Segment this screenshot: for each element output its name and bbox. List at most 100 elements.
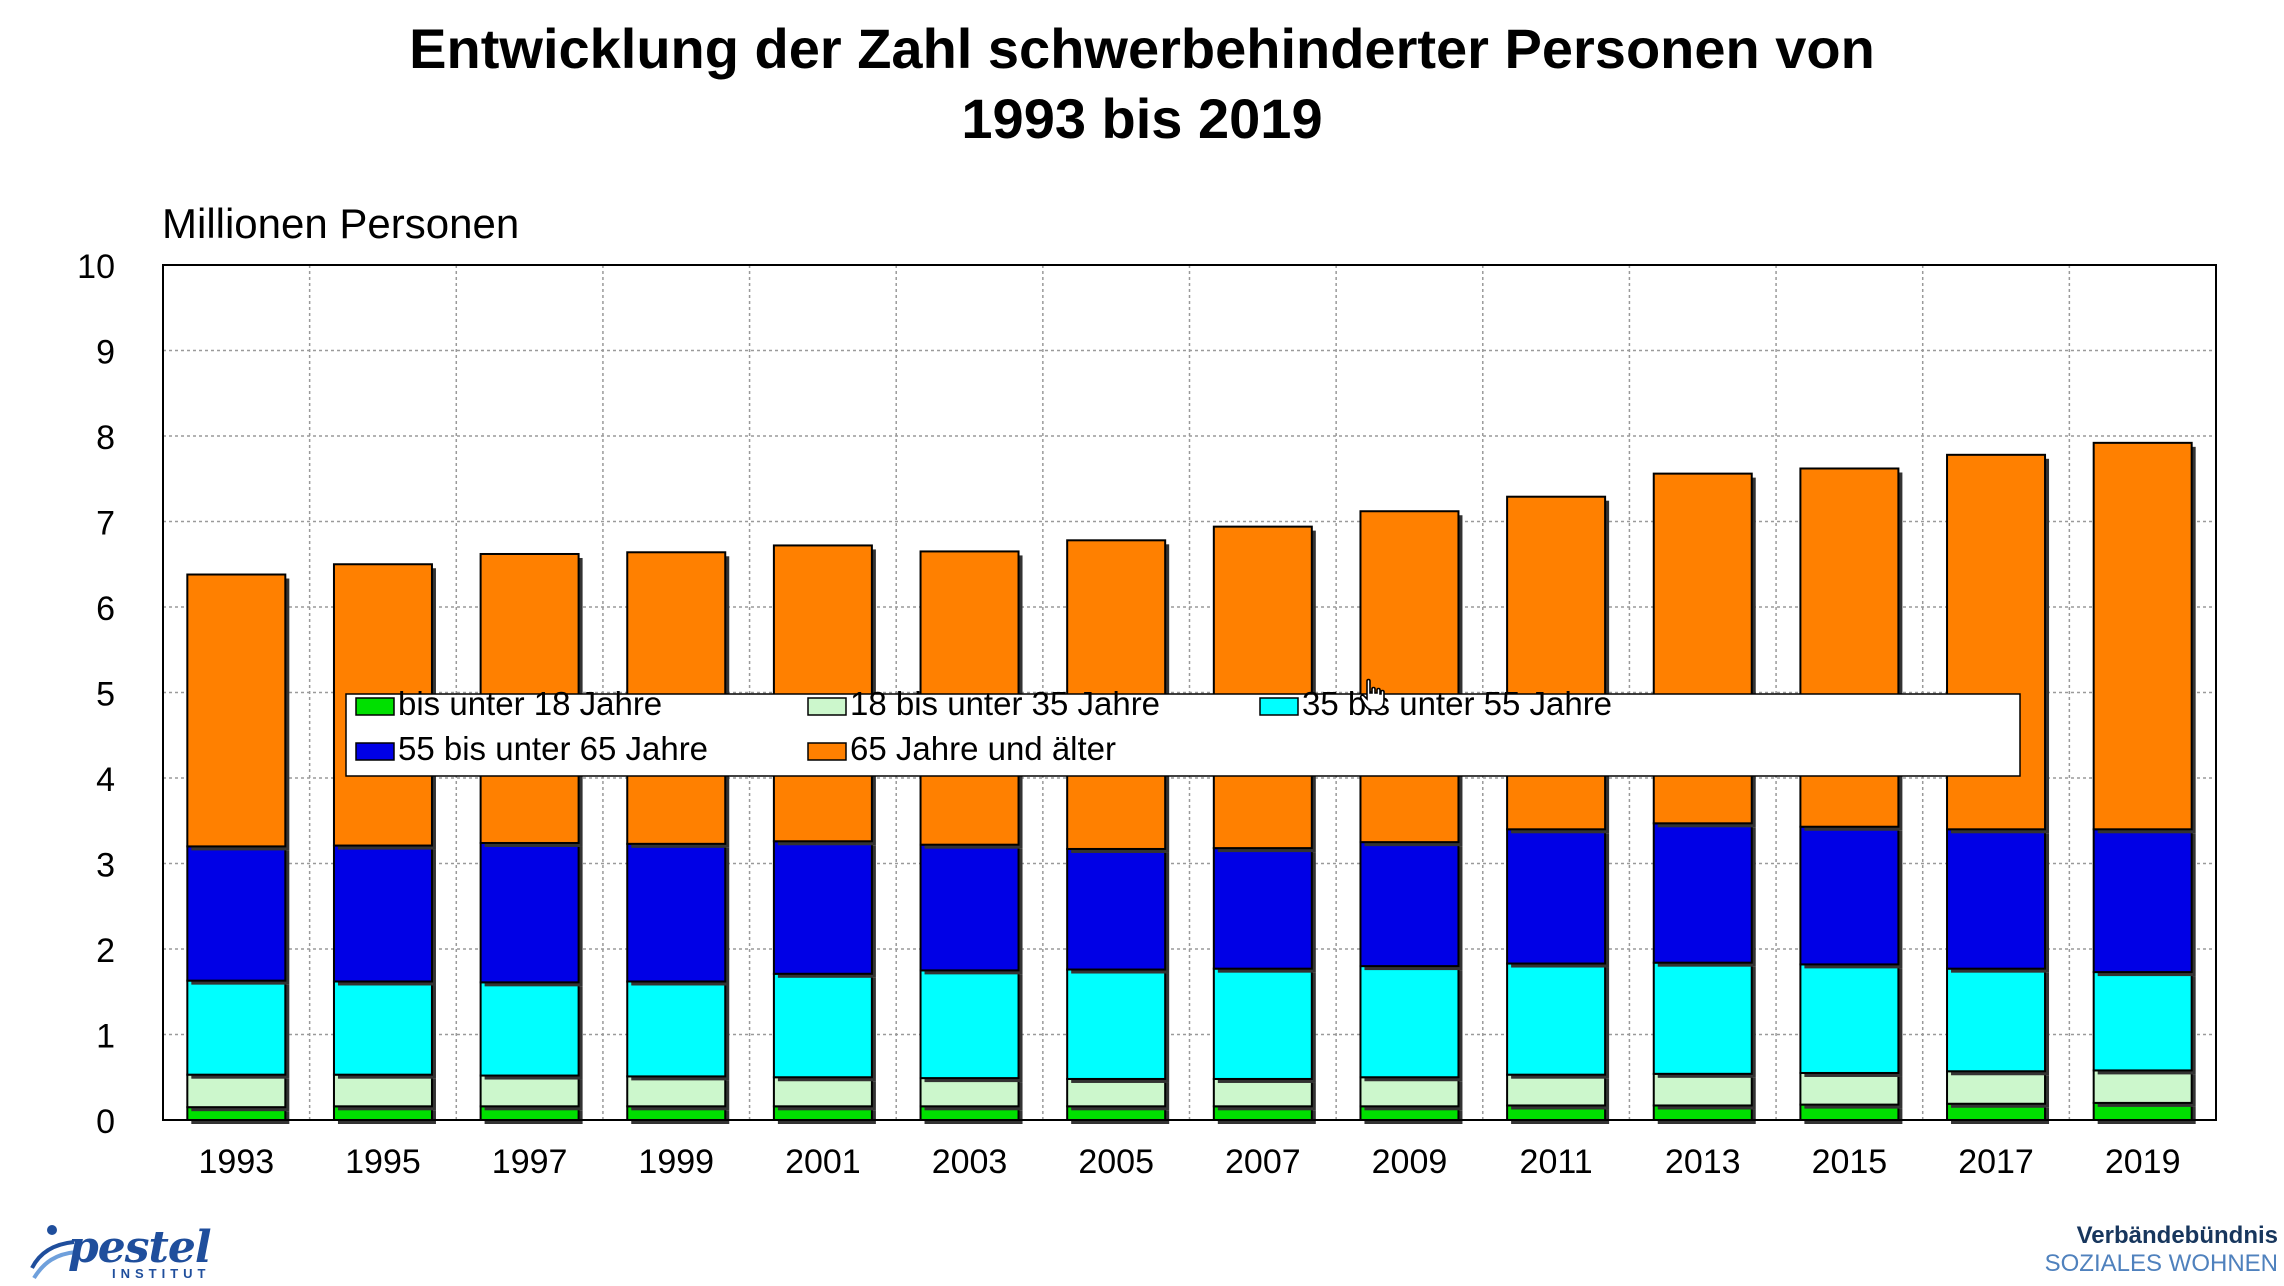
verbaendebuendnis-logo: Verbändebündnis SOZIALES WOHNEN bbox=[2045, 1222, 2278, 1278]
legend-label: 55 bis unter 65 Jahre bbox=[398, 730, 708, 767]
bar-segment bbox=[1212, 525, 1313, 850]
y-tick-label: 7 bbox=[96, 505, 115, 543]
bar-segment bbox=[1652, 961, 1753, 1075]
bars bbox=[186, 441, 2196, 1124]
y-tick-label: 10 bbox=[77, 248, 115, 286]
hand-cursor-icon bbox=[1359, 678, 1385, 711]
bar-segment bbox=[1506, 495, 1607, 831]
x-tick-label: 1997 bbox=[492, 1143, 568, 1181]
bar-segment bbox=[1652, 822, 1753, 964]
y-tick-label: 4 bbox=[96, 761, 115, 799]
chart-title-line-2: 1993 bis 2019 bbox=[961, 87, 1323, 150]
bar-segment bbox=[772, 840, 873, 975]
bar-segment bbox=[1359, 510, 1460, 844]
bar-segment bbox=[186, 573, 287, 848]
legend-swatch bbox=[1259, 697, 1299, 716]
bar-segment bbox=[479, 841, 580, 984]
y-tick-label: 2 bbox=[96, 932, 115, 970]
bar-segment bbox=[1506, 962, 1607, 1076]
x-tick-label: 2003 bbox=[932, 1143, 1008, 1181]
y-tick-label: 6 bbox=[96, 590, 115, 628]
logo-line-2: SOZIALES WOHNEN bbox=[2044, 1250, 2278, 1277]
bar-segment bbox=[1066, 847, 1167, 971]
bar-segment bbox=[186, 1073, 287, 1109]
y-tick-label: 9 bbox=[96, 334, 115, 372]
legend-label: 18 bis unter 35 Jahre bbox=[850, 685, 1160, 722]
legend-box bbox=[345, 693, 2021, 777]
bar-segment bbox=[186, 979, 287, 1076]
pestel-logo-text: pestel bbox=[68, 1222, 212, 1273]
bar-segment bbox=[772, 1076, 873, 1108]
x-tick-label: 1999 bbox=[638, 1143, 714, 1181]
x-tick-label: 2001 bbox=[785, 1143, 861, 1181]
bar-segment bbox=[1066, 1077, 1167, 1108]
legend-label: bis unter 18 Jahre bbox=[398, 685, 662, 722]
x-tick-label: 2013 bbox=[1665, 1143, 1741, 1181]
x-tick-label: 2005 bbox=[1078, 1143, 1154, 1181]
bar-segment bbox=[919, 1077, 1020, 1108]
bar-segment bbox=[1359, 841, 1460, 968]
x-tick-label: 1993 bbox=[199, 1143, 275, 1181]
x-tick-label: 2015 bbox=[1812, 1143, 1888, 1181]
bar-segment bbox=[772, 972, 873, 1079]
bar-segment bbox=[1212, 847, 1313, 970]
y-tick-label: 5 bbox=[96, 676, 115, 714]
plot-frame bbox=[162, 264, 2217, 1121]
y-axis-label: Millionen Personen bbox=[162, 200, 520, 247]
bar-segment bbox=[626, 842, 727, 983]
pestel-swirl-icon bbox=[30, 1225, 77, 1280]
y-tick-label: 3 bbox=[96, 847, 115, 885]
bar-segment bbox=[2092, 1069, 2193, 1104]
bar-segment bbox=[332, 1073, 433, 1108]
bar-segment bbox=[1799, 825, 1900, 966]
y-tick-labels: 0 1 2 3 4 5 6 7 8 9 10 bbox=[77, 248, 115, 1141]
bar-segment bbox=[332, 844, 433, 983]
pestel-logo: pestel INSTITUT bbox=[30, 1222, 220, 1282]
bar-segment bbox=[1506, 828, 1607, 965]
pestel-logo-subtitle: INSTITUT bbox=[112, 1266, 211, 1281]
legend-swatch bbox=[807, 697, 847, 716]
x-tick-label: 1995 bbox=[345, 1143, 421, 1181]
bar-segment bbox=[626, 1075, 727, 1108]
x-tick-label: 2019 bbox=[2105, 1143, 2181, 1181]
chart-title-line-1: Entwicklung der Zahl schwerbehinderter P… bbox=[409, 17, 1875, 80]
bar-segment bbox=[2092, 828, 2193, 974]
bar-segment bbox=[479, 1074, 580, 1108]
x-tick-label: 2011 bbox=[1520, 1143, 1593, 1181]
bar-segment bbox=[1359, 965, 1460, 1079]
bar-segment bbox=[919, 969, 1020, 1080]
bar-segment bbox=[919, 843, 1020, 972]
y-tick-label: 0 bbox=[96, 1103, 115, 1141]
bar-segment bbox=[1946, 967, 2047, 1073]
bar-segment bbox=[1212, 1077, 1313, 1108]
bar-segment bbox=[1212, 967, 1313, 1080]
bar-segment bbox=[1799, 963, 1900, 1074]
bar-segment bbox=[1946, 828, 2047, 970]
bar-segment bbox=[626, 980, 727, 1078]
bar-segment bbox=[1799, 1071, 1900, 1106]
bar-segment bbox=[1652, 1072, 1753, 1107]
x-tick-label: 2007 bbox=[1225, 1143, 1301, 1181]
bar-segment bbox=[332, 980, 433, 1076]
legend-swatch bbox=[355, 742, 395, 761]
bar-segment bbox=[1066, 968, 1167, 1080]
legend-swatch bbox=[807, 742, 847, 761]
bar-segment bbox=[1359, 1076, 1460, 1108]
bar-segment bbox=[479, 981, 580, 1077]
legend-swatch bbox=[355, 697, 395, 716]
chart-title: Entwicklung der Zahl schwerbehinderter P… bbox=[0, 14, 2284, 154]
bar-segment bbox=[2092, 971, 2193, 1072]
legend-label: 35 bis unter 55 Jahre bbox=[1302, 685, 1612, 722]
y-tick-label: 8 bbox=[96, 419, 115, 457]
y-tick-label: 1 bbox=[96, 1018, 115, 1056]
bar-segment bbox=[1506, 1073, 1607, 1107]
bar-segment bbox=[2092, 441, 2193, 831]
bar-segment bbox=[1946, 1070, 2047, 1105]
x-tick-label: 2009 bbox=[1372, 1143, 1448, 1181]
x-tick-labels: 1993 1995 1997 1999 2001 2003 2005 2007 2009 2011… bbox=[199, 1143, 2181, 1181]
logo-line-1: Verbändebündnis bbox=[2076, 1222, 2278, 1249]
legend: bis unter 18 Jahre 18 bis unter 35 Jahre 3… bbox=[345, 685, 2021, 777]
legend-label: 65 Jahre und älter bbox=[850, 730, 1116, 767]
x-tick-label: 2017 bbox=[1958, 1143, 2034, 1181]
